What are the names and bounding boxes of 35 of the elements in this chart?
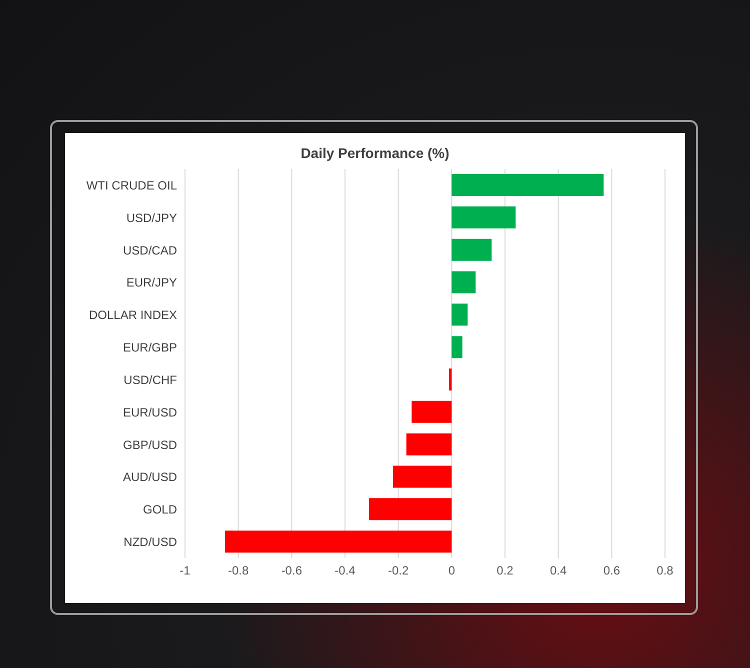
y-tick-label: EUR/JPY: [126, 276, 177, 290]
y-tick-label: USD/JPY: [126, 210, 177, 225]
x-tick-label: 0.2: [496, 564, 514, 578]
bar: [369, 498, 452, 520]
bar: [449, 368, 452, 390]
x-tick-label: -0.4: [334, 564, 356, 578]
y-tick-label: USD/CAD: [122, 243, 178, 258]
y-tick-label: NZD/USD: [124, 535, 178, 550]
x-tick-label: -1: [180, 564, 191, 578]
bar: [452, 336, 462, 358]
y-tick-label: GBP/USD: [122, 438, 178, 452]
x-tick-label: 0.6: [603, 564, 620, 578]
bar: [393, 466, 452, 488]
x-tick-label: -0.6: [281, 564, 302, 578]
y-tick-label: AUD/USD: [122, 470, 178, 484]
y-tick-label: GOLD: [142, 502, 178, 517]
x-tick-label: -0.2: [388, 564, 409, 578]
x-tick-label: 0.8: [656, 564, 674, 578]
chart-title: Daily Performance (%): [300, 145, 450, 161]
bar: [406, 433, 452, 456]
bar: [452, 304, 468, 326]
x-tick-label: 0.4: [550, 564, 567, 578]
x-tick-label: 0: [448, 564, 456, 578]
bar: [452, 206, 516, 228]
y-tick-label: EUR/USD: [122, 405, 178, 420]
bar: [225, 530, 452, 553]
bar: [452, 238, 492, 261]
y-tick-label: DOLLAR INDEX: [88, 308, 177, 322]
bar: [412, 400, 452, 423]
y-tick-label: WTI CRUDE OIL: [86, 178, 178, 192]
y-tick-label: EUR/GBP: [122, 340, 177, 355]
x-tick-label: -0.8: [228, 564, 249, 578]
bar: [452, 271, 476, 294]
y-tick-label: USD/CHF: [124, 372, 177, 387]
bar: [452, 174, 604, 196]
